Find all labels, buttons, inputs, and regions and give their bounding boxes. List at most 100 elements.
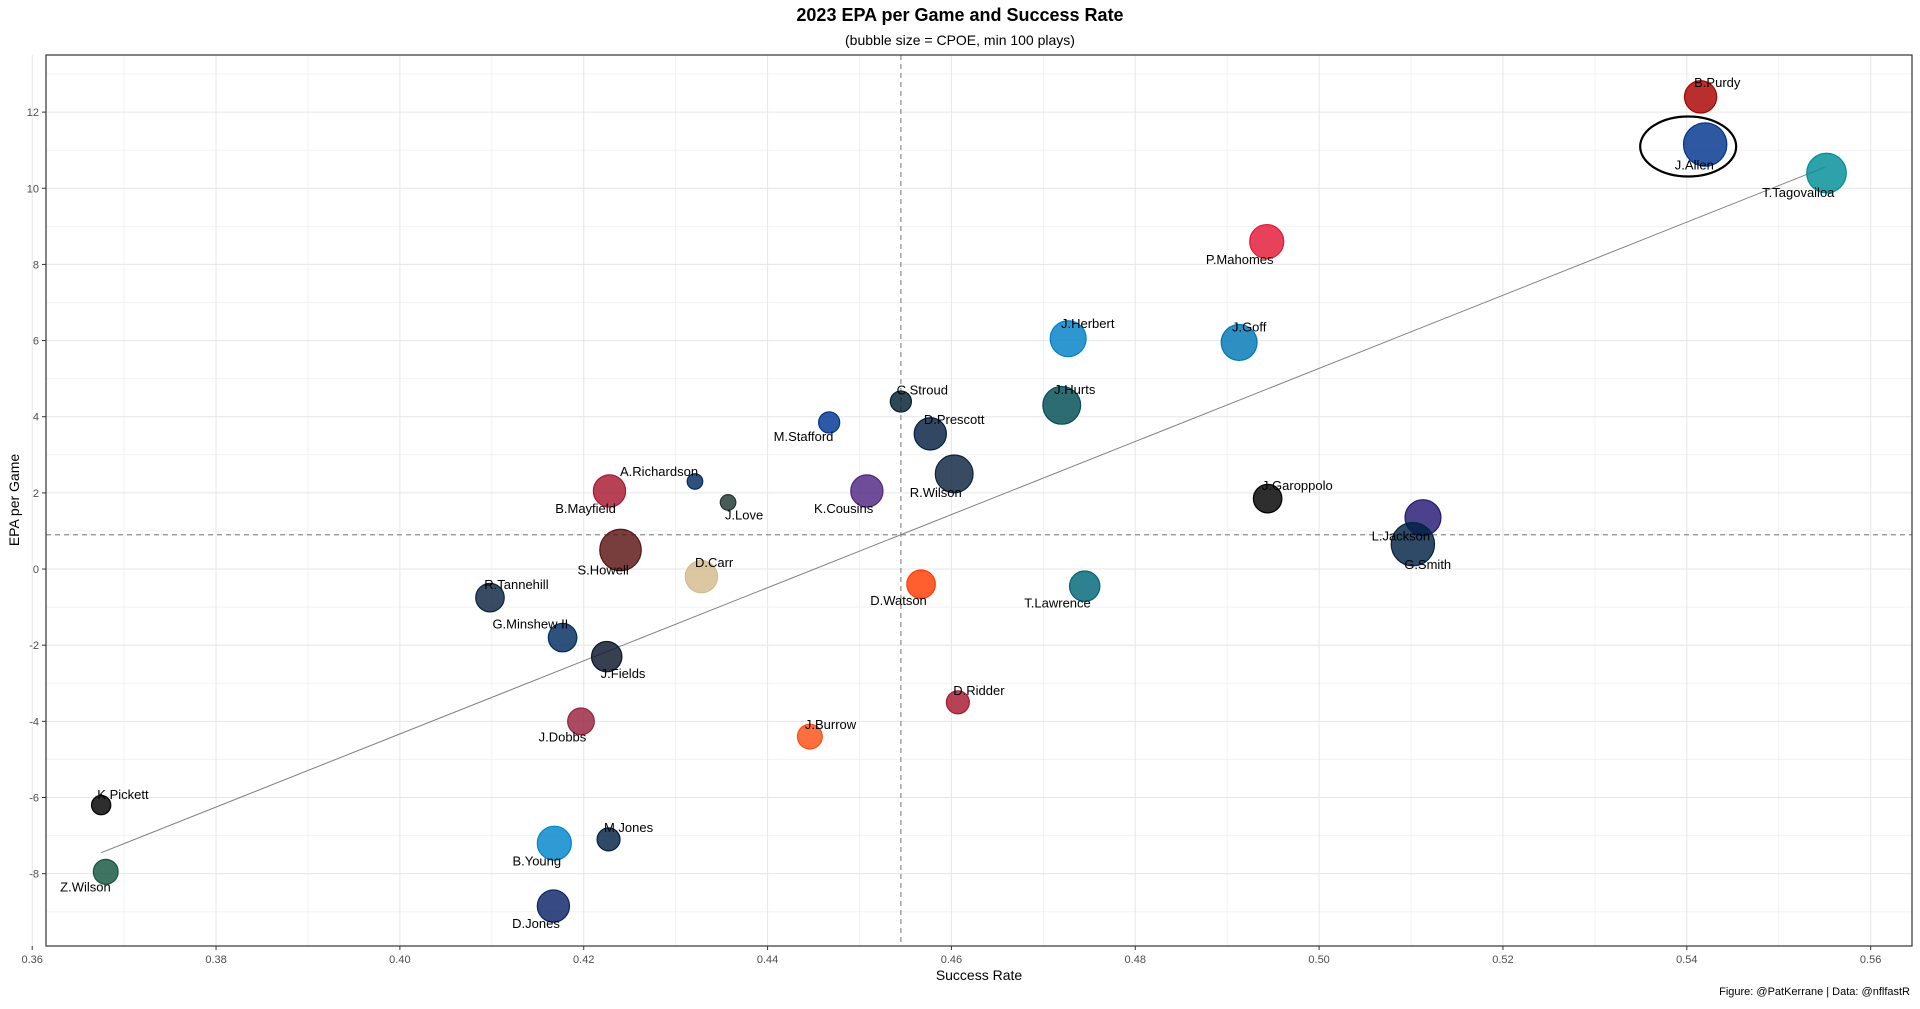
reference-lines <box>46 55 1912 946</box>
point-label: M.Stafford <box>774 429 834 444</box>
point-label: J.Garoppolo <box>1262 478 1333 493</box>
bubble-g-smith <box>1390 522 1436 567</box>
x-tick-label: 0.50 <box>1308 954 1329 966</box>
point-label: J.Dobbs <box>539 730 587 745</box>
bubble-a-richardson <box>686 473 704 490</box>
bubble-m-jones <box>596 827 621 852</box>
y-tick-label: -8 <box>29 869 39 881</box>
y-tick-label: 4 <box>33 412 39 424</box>
point-label: J.Herbert <box>1061 316 1115 331</box>
bubble-j-garoppolo <box>1252 483 1283 514</box>
point-label: B.Mayfield <box>555 501 616 516</box>
bubble-d-jones <box>536 889 571 923</box>
bubble-d-watson <box>906 569 936 600</box>
trend-line <box>100 166 1825 854</box>
bubble-p-mahomes <box>1249 223 1285 260</box>
y-axis-title: EPA per Game <box>6 454 22 547</box>
point-label: D.Prescott <box>924 412 985 427</box>
bubble-r-tannehill <box>475 582 505 613</box>
y-axis-ticks: -8 -6 -4 -2 0 2 4 6 8 10 12 <box>27 107 46 881</box>
point-label: R.Wilson <box>910 485 962 500</box>
bubble-k-cousins <box>850 474 884 508</box>
point-label: C.Stroud <box>897 383 948 398</box>
y-tick-label: 0 <box>33 564 39 576</box>
point-label: M.Jones <box>604 820 654 835</box>
x-tick-label: 0.48 <box>1125 954 1146 966</box>
bubble-j-burrow <box>796 723 823 750</box>
point-label: D.Watson <box>870 593 927 608</box>
x-tick-label: 0.40 <box>389 954 410 966</box>
point-label: J.Fields <box>601 666 646 681</box>
point-label: A.Richardson <box>620 464 698 479</box>
y-tick-label: 8 <box>33 259 39 271</box>
x-tick-label: 0.44 <box>757 954 778 966</box>
chart-title: 2023 EPA per Game and Success Rate <box>796 5 1124 25</box>
highlight-ellipse <box>1639 115 1738 178</box>
x-tick-label: 0.42 <box>573 954 594 966</box>
bubble-t-lawrence <box>1068 570 1101 602</box>
panel-border <box>45 54 1913 947</box>
point-label: S.Howell <box>578 562 629 577</box>
point-label: D.Ridder <box>953 683 1005 698</box>
bubble-b-purdy <box>1683 80 1718 114</box>
bubble-j-goff <box>1220 323 1258 362</box>
x-tick-label: 0.46 <box>941 954 962 966</box>
bubble-k-pickett <box>90 794 112 816</box>
bubble-d-ridder <box>945 690 970 715</box>
point-label: G.Smith <box>1404 557 1451 572</box>
y-tick-label: -6 <box>29 793 39 805</box>
point-label: J.Goff <box>1232 320 1267 335</box>
highlight-ellipse-shape <box>1639 115 1738 178</box>
scatter-chart: B.Purdy J.Allen T.Tagovailoa P.Mahomes J.Her… <box>6 54 1913 980</box>
bubble-z-wilson <box>92 858 119 885</box>
x-tick-label: 0.38 <box>205 954 226 966</box>
x-tick-label: 0.56 <box>1860 954 1881 966</box>
figure-caption: Figure: @PatKerrane | Data: @nflfastR <box>1719 986 1910 998</box>
point-label: J.Love <box>725 508 763 523</box>
bubble-j-hurts <box>1042 385 1082 425</box>
point-label: B.Purdy <box>1694 75 1741 90</box>
point-label: K.Pickett <box>97 787 149 802</box>
chart-subtitle: (bubble size = CPOE, min 100 plays) <box>845 32 1075 48</box>
point-label: T.Tagovailoa <box>1762 185 1835 200</box>
bubble-m-stafford <box>818 411 841 434</box>
bubble-s-howell <box>599 528 642 572</box>
x-axis-ticks: 0.36 0.38 0.40 0.42 0.44 0.46 0.48 0.50 0.52 0.54… <box>22 946 1881 966</box>
x-tick-label: 0.52 <box>1492 954 1513 966</box>
point-label: Z.Wilson <box>60 880 111 895</box>
point-label: K.Cousins <box>814 501 874 516</box>
y-tick-label: -4 <box>29 716 39 728</box>
y-tick-label: -2 <box>29 640 39 652</box>
bubble-d-carr <box>684 559 719 594</box>
bubble-j-allen <box>1682 122 1728 167</box>
point-label: D.Jones <box>512 916 560 931</box>
y-tick-label: 6 <box>33 336 39 348</box>
bubble-d-prescott <box>913 417 947 451</box>
x-tick-label: 0.54 <box>1676 954 1697 966</box>
x-tick-label: 0.36 <box>22 954 43 966</box>
bubble-b-mayfield <box>592 474 627 508</box>
y-tick-label: 12 <box>27 107 39 119</box>
point-label: D.Carr <box>695 555 734 570</box>
point-label: P.Mahomes <box>1206 252 1274 267</box>
bubble-r-wilson <box>934 454 974 494</box>
bubble-c-stroud <box>889 390 913 413</box>
bubble-j-herbert <box>1049 320 1087 358</box>
point-label: B.Young <box>512 854 561 869</box>
bubble-j-dobbs <box>567 707 595 736</box>
point-label: J.Burrow <box>805 717 857 732</box>
x-axis-title: Success Rate <box>936 967 1023 980</box>
bubble-b-young <box>536 825 572 861</box>
bubble-j-fields <box>590 640 623 673</box>
point-label: J.Hurts <box>1054 382 1096 397</box>
grid-major <box>31 55 1912 946</box>
y-tick-label: 10 <box>27 183 39 195</box>
point-label: J.Allen <box>1675 157 1714 172</box>
bubble-j-love <box>719 494 737 511</box>
y-tick-label: 2 <box>33 488 39 500</box>
bubble-g-minshew-ii <box>547 622 578 653</box>
point-label: T.Lawrence <box>1024 596 1090 611</box>
point-label: L.Jackson <box>1372 529 1431 544</box>
point-labels: B.Purdy J.Allen T.Tagovailoa P.Mahomes J.Her… <box>60 75 1835 931</box>
bubble-t-tagovailoa <box>1806 152 1847 194</box>
